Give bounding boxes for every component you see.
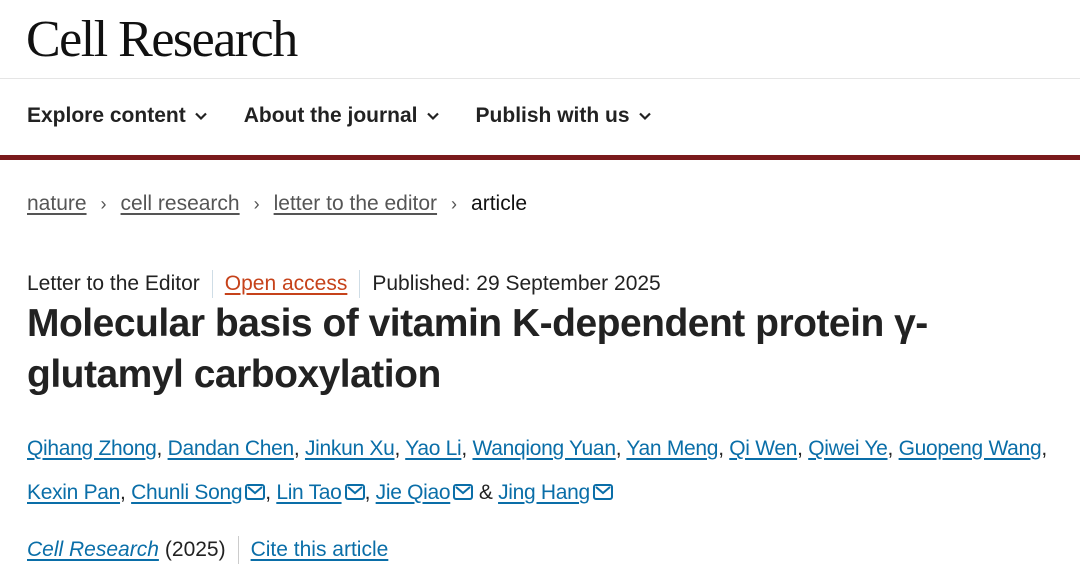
chevron-down-icon xyxy=(638,112,651,121)
author-list: Qihang Zhong, Dandan Chen, Jinkun Xu, Ya… xyxy=(27,437,1047,504)
nav-about-journal[interactable]: About the journal xyxy=(244,104,440,128)
accent-bar xyxy=(0,155,1080,160)
citation: Cell Research (2025) Cite this article xyxy=(27,536,388,564)
breadcrumb-current: article xyxy=(471,192,528,215)
breadcrumb-nature[interactable]: nature xyxy=(27,192,87,215)
author-item: Jie Qiao xyxy=(376,481,474,504)
author-item: Jinkun Xu xyxy=(305,437,395,460)
chevron-down-icon xyxy=(426,112,439,121)
author-link[interactable]: Dandan Chen xyxy=(167,437,295,460)
author-item: Guopeng Wang xyxy=(899,437,1042,460)
article-title: Molecular basis of vitamin K-dependent p… xyxy=(27,302,928,396)
author-link[interactable]: Kexin Pan xyxy=(27,481,121,504)
chevron-right-icon: › xyxy=(253,193,260,214)
author-link[interactable]: Yao Li xyxy=(405,437,462,460)
author-link[interactable]: Guopeng Wang xyxy=(898,437,1042,460)
email-icon[interactable] xyxy=(592,484,613,500)
author-item: Yao Li xyxy=(405,437,461,460)
open-access-link[interactable]: Open access xyxy=(224,272,348,295)
author-link[interactable]: Qiwei Ye xyxy=(808,437,888,460)
author-link[interactable]: Jie Qiao xyxy=(375,481,451,504)
author-item: Chunli Song xyxy=(131,481,266,504)
author-item: Kexin Pan xyxy=(27,481,120,504)
author-item: Wanqiong Yuan xyxy=(472,437,616,460)
email-icon[interactable] xyxy=(453,484,474,500)
main-nav: Explore content About the journal Publis… xyxy=(27,104,652,128)
author-item: Yan Meng xyxy=(626,437,718,460)
author-item: Jing Hang xyxy=(498,481,613,504)
author-link[interactable]: Qi Wen xyxy=(729,437,798,460)
journal-logo[interactable]: Cell Research xyxy=(26,11,298,68)
chevron-right-icon: › xyxy=(451,193,458,214)
article-meta: Letter to the Editor Open access Publish… xyxy=(27,270,661,298)
breadcrumb: nature › cell research › letter to the e… xyxy=(27,192,527,216)
divider xyxy=(237,536,239,564)
author-link[interactable]: Jinkun Xu xyxy=(304,437,395,460)
nav-publish-with-us[interactable]: Publish with us xyxy=(476,104,652,128)
divider xyxy=(359,270,361,298)
breadcrumb-cell-research[interactable]: cell research xyxy=(120,192,240,215)
journal-link[interactable]: Cell Research xyxy=(27,538,159,561)
email-icon[interactable] xyxy=(245,484,266,500)
email-icon[interactable] xyxy=(344,484,365,500)
article-type: Letter to the Editor xyxy=(27,272,200,295)
breadcrumb-letter-to-editor[interactable]: letter to the editor xyxy=(273,192,438,215)
nav-explore-content[interactable]: Explore content xyxy=(27,104,208,128)
author-item: Qi Wen xyxy=(729,437,797,460)
published-date: Published: 29 September 2025 xyxy=(372,272,661,295)
author-link[interactable]: Chunli Song xyxy=(131,481,243,504)
author-link[interactable]: Lin Tao xyxy=(276,481,342,504)
author-link[interactable]: Yan Meng xyxy=(626,437,719,460)
divider xyxy=(211,270,213,298)
author-item: Qihang Zhong xyxy=(27,437,157,460)
chevron-right-icon: › xyxy=(100,193,107,214)
divider xyxy=(0,78,1080,79)
citation-year: (2025) xyxy=(164,538,226,561)
author-link[interactable]: Wanqiong Yuan xyxy=(472,437,616,460)
author-item: Dandan Chen xyxy=(167,437,295,460)
author-link[interactable]: Qihang Zhong xyxy=(27,437,157,460)
author-item: Lin Tao xyxy=(276,481,365,504)
author-link[interactable]: Jing Hang xyxy=(498,481,590,504)
cite-this-article-link[interactable]: Cite this article xyxy=(250,538,389,561)
author-item: Qiwei Ye xyxy=(808,437,888,460)
chevron-down-icon xyxy=(194,112,207,121)
